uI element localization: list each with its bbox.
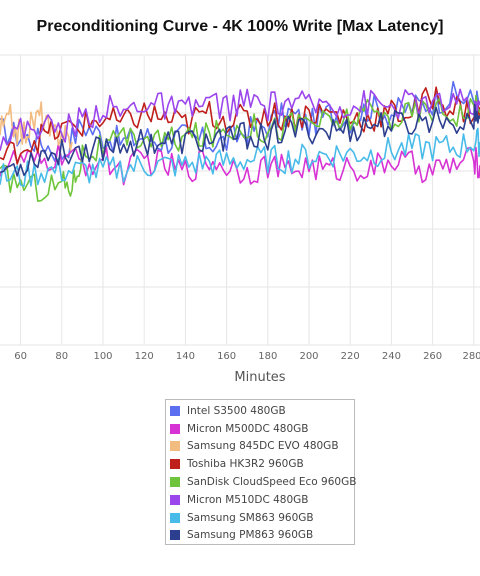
legend-swatch bbox=[170, 423, 180, 434]
series-line bbox=[0, 101, 73, 151]
legend-swatch bbox=[170, 459, 180, 470]
legend-swatch bbox=[170, 441, 180, 452]
x-tick-label: 200 bbox=[299, 351, 318, 362]
legend-swatch bbox=[170, 512, 180, 523]
x-tick-label: 80 bbox=[55, 351, 68, 362]
legend-item: Samsung 845DC EVO 480GB bbox=[170, 438, 354, 456]
legend-swatch bbox=[170, 530, 180, 541]
legend-label: Samsung PM863 960GB bbox=[187, 529, 314, 542]
series-line bbox=[0, 103, 480, 177]
x-tick-label: 240 bbox=[382, 351, 401, 362]
legend-label: Micron M510DC 480GB bbox=[187, 493, 309, 506]
legend-item: Samsung SM863 960GB bbox=[170, 509, 354, 527]
x-tick-label: 160 bbox=[217, 351, 236, 362]
legend-label: Micron M500DC 480GB bbox=[187, 422, 309, 435]
x-tick-label: 140 bbox=[176, 351, 195, 362]
x-tick-label: 260 bbox=[423, 351, 442, 362]
legend-label: Samsung SM863 960GB bbox=[187, 511, 314, 524]
x-tick-label: 60 bbox=[14, 351, 27, 362]
x-tick-label: 100 bbox=[93, 351, 112, 362]
x-tick-labels: 60 80 100 120 140 160 180 200 220 240 260 280 bbox=[14, 351, 480, 362]
legend-label: Toshiba HK3R2 960GB bbox=[187, 458, 304, 471]
legend-label: Intel S3500 480GB bbox=[187, 404, 286, 417]
legend-item: Micron M500DC 480GB bbox=[170, 420, 354, 438]
x-tick-label: 280 bbox=[462, 351, 480, 362]
series-lines bbox=[0, 80, 480, 202]
series-line bbox=[0, 88, 480, 151]
legend-swatch bbox=[170, 494, 180, 505]
legend-label: SanDisk CloudSpeed Eco 960GB bbox=[187, 476, 357, 489]
legend-swatch bbox=[170, 405, 180, 416]
x-axis-label: Minutes bbox=[234, 370, 286, 385]
legend-label: Samsung 845DC EVO 480GB bbox=[187, 440, 339, 453]
chart-title: Preconditioning Curve - 4K 100% Write [M… bbox=[36, 18, 444, 35]
plot-area: 60 80 100 120 140 160 180 200 220 240 260 280 bbox=[0, 54, 480, 362]
legend-item: Intel S3500 480GB bbox=[170, 402, 354, 420]
legend-item: SanDisk CloudSpeed Eco 960GB bbox=[170, 473, 357, 491]
legend-item: Samsung PM863 960GB bbox=[170, 527, 354, 545]
gridlines bbox=[0, 54, 480, 346]
x-tick-label: 120 bbox=[135, 351, 154, 362]
x-tick-label: 220 bbox=[341, 351, 360, 362]
legend-item: Micron M510DC 480GB bbox=[170, 491, 354, 509]
x-tick-label: 180 bbox=[258, 351, 277, 362]
legend-item: Toshiba HK3R2 960GB bbox=[170, 455, 354, 473]
legend-swatch bbox=[170, 477, 180, 488]
legend: Intel S3500 480GB Micron M500DC 480GB Sams… bbox=[165, 399, 357, 545]
series-line bbox=[0, 94, 480, 202]
